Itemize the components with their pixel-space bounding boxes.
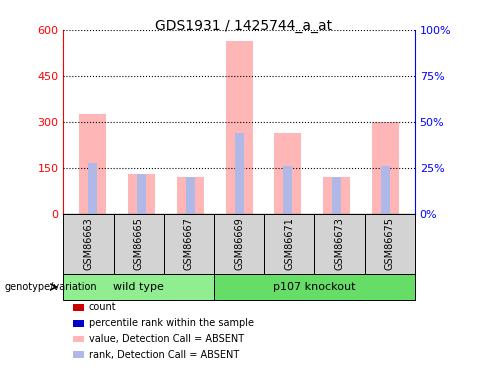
Bar	[381, 166, 390, 214]
Bar	[365, 214, 415, 274]
Text: count: count	[89, 303, 117, 312]
Bar	[235, 133, 244, 214]
Text: value, Detection Call = ABSENT: value, Detection Call = ABSENT	[89, 334, 244, 344]
Text: GSM86669: GSM86669	[234, 217, 244, 270]
Bar	[63, 274, 214, 300]
Text: GDS1931 / 1425744_a_at: GDS1931 / 1425744_a_at	[156, 19, 332, 33]
Text: GSM86671: GSM86671	[285, 217, 294, 270]
Bar	[372, 122, 399, 214]
Bar	[332, 177, 341, 214]
Bar	[264, 214, 314, 274]
Text: GSM86665: GSM86665	[134, 217, 144, 270]
Text: GSM86675: GSM86675	[385, 217, 395, 270]
Bar	[63, 214, 114, 274]
Text: GSM86663: GSM86663	[83, 217, 94, 270]
Bar	[274, 133, 301, 214]
Bar	[314, 214, 365, 274]
Text: genotype/variation: genotype/variation	[5, 282, 98, 292]
Text: p107 knockout: p107 knockout	[273, 282, 356, 292]
Bar	[137, 174, 146, 214]
Bar	[88, 163, 97, 214]
Text: percentile rank within the sample: percentile rank within the sample	[89, 318, 254, 328]
Text: GSM86667: GSM86667	[184, 217, 194, 270]
Bar	[80, 114, 106, 214]
Text: wild type: wild type	[113, 282, 164, 292]
Bar	[177, 177, 204, 214]
Text: GSM86673: GSM86673	[334, 217, 345, 270]
Bar	[164, 214, 214, 274]
Bar	[114, 214, 164, 274]
Bar	[128, 174, 155, 214]
Bar	[226, 41, 252, 214]
Bar	[186, 177, 195, 214]
Bar	[214, 214, 264, 274]
Bar	[214, 274, 415, 300]
Text: rank, Detection Call = ABSENT: rank, Detection Call = ABSENT	[89, 350, 239, 360]
Bar	[284, 166, 292, 214]
Bar	[323, 177, 350, 214]
